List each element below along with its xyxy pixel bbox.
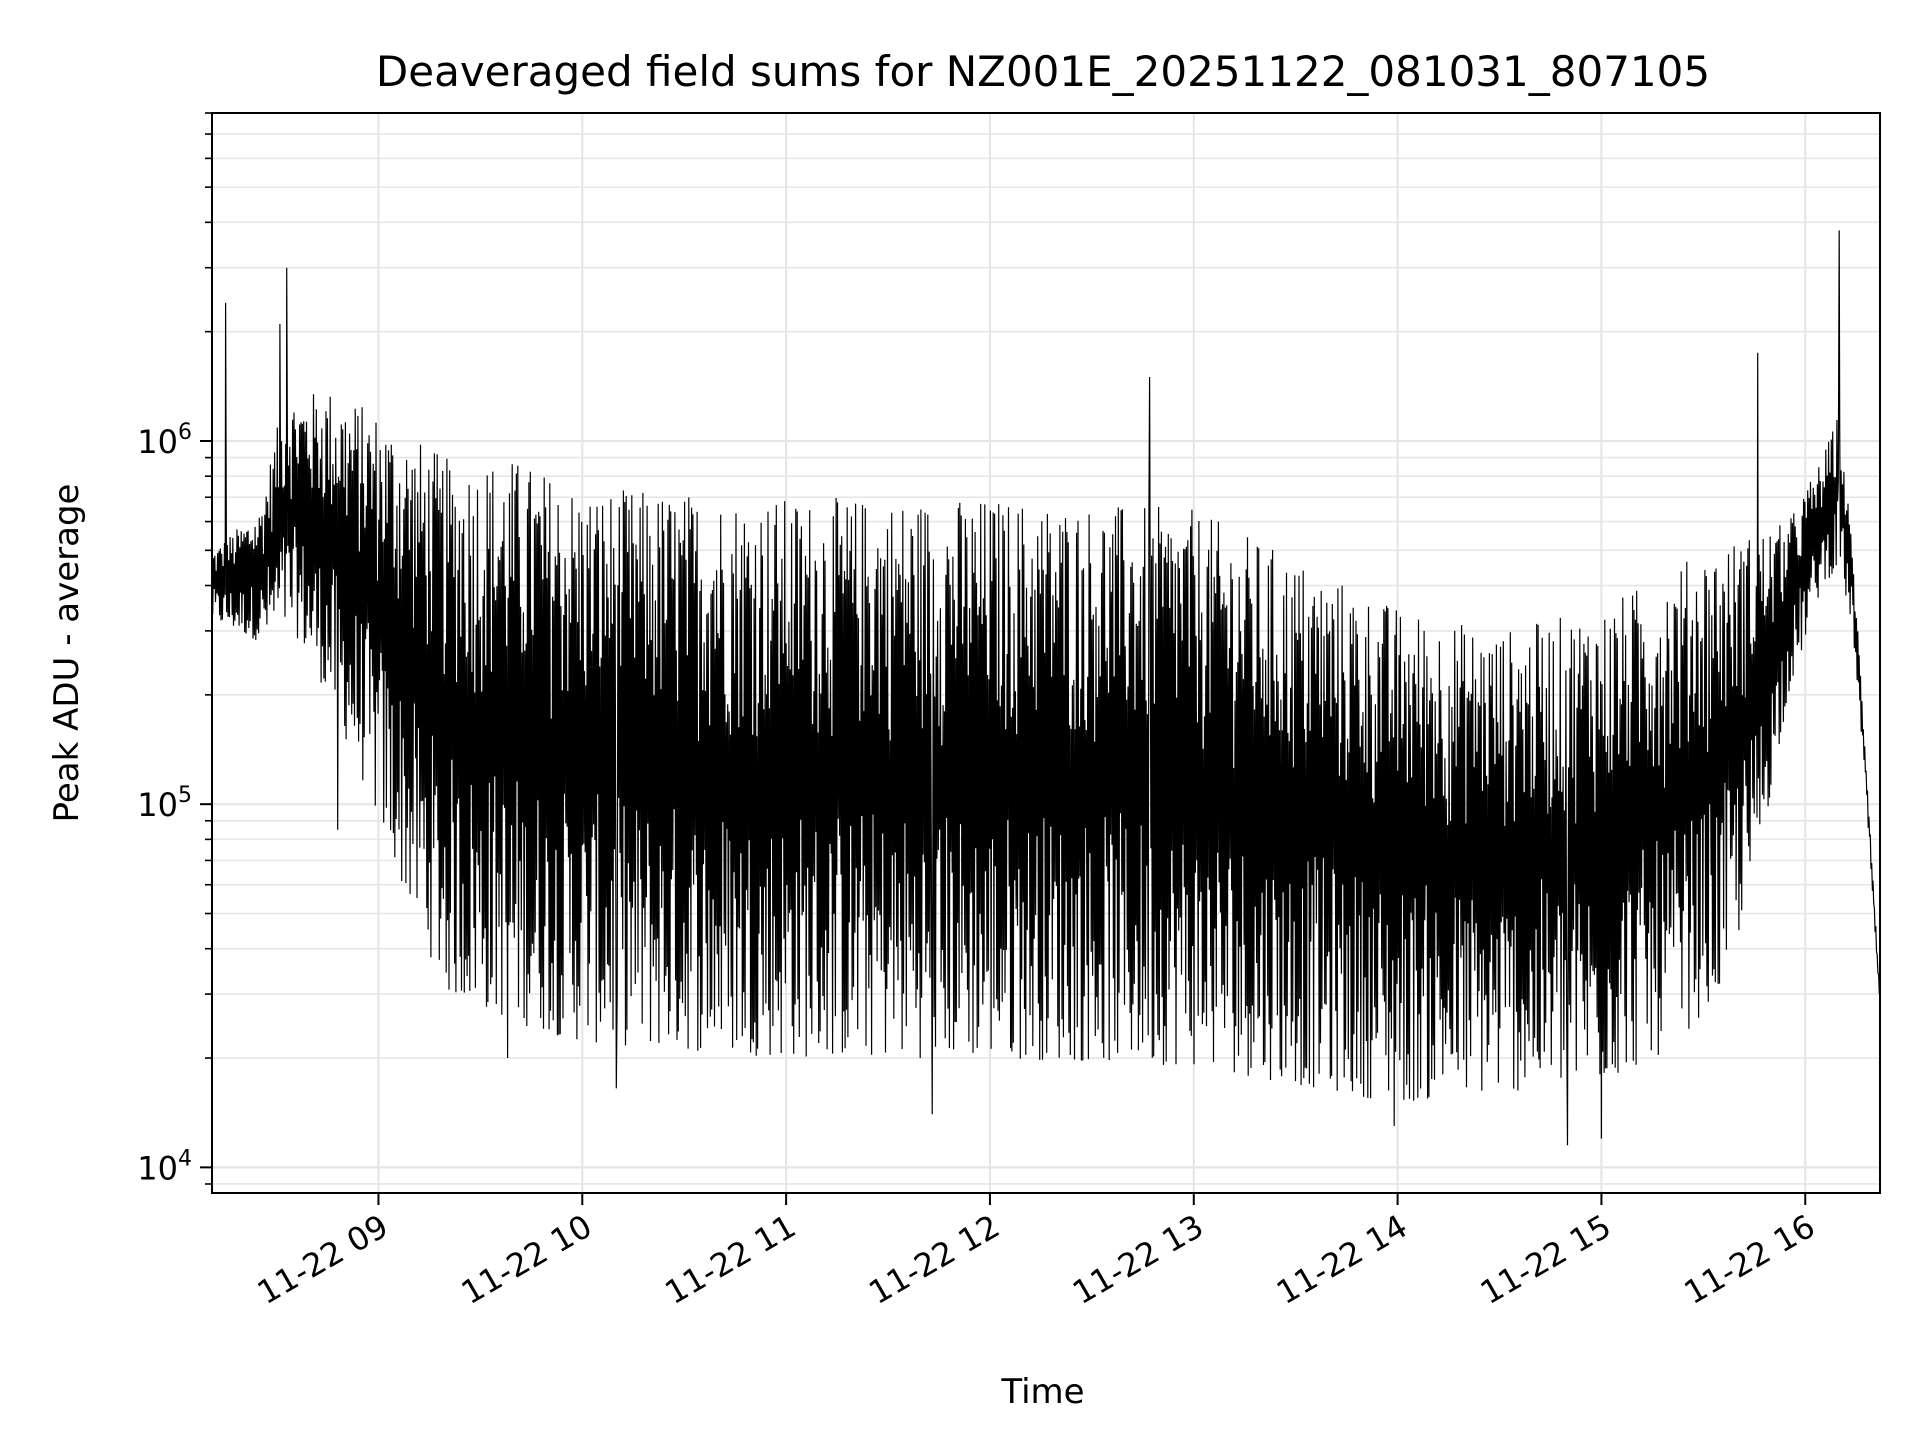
chart-title: Deaveraged field sums for NZ001E_2025112…	[376, 47, 1710, 96]
x-tick-label: 11-22 11	[659, 1207, 803, 1312]
plot-frame	[211, 112, 1881, 1194]
x-axis-label: Time	[1000, 1372, 1084, 1412]
y-axis: 104 105 106	[137, 112, 212, 1187]
x-tick-label: 11-22 16	[1678, 1207, 1822, 1312]
y-tick-label: 106	[137, 420, 192, 461]
y-axis-label: Peak ADU - average	[47, 484, 87, 823]
series-line	[212, 230, 1880, 1146]
y-tick-label: 105	[137, 783, 192, 824]
x-tick-label: 11-22 09	[251, 1207, 395, 1312]
x-tick-label: 11-22 13	[1066, 1207, 1210, 1312]
x-tick-label: 11-22 12	[862, 1207, 1006, 1312]
x-tick-label: 11-22 15	[1474, 1207, 1618, 1312]
series-layer	[212, 230, 1880, 1146]
x-tick-label: 11-22 14	[1270, 1207, 1414, 1312]
x-axis: 11-22 09 11-22 10 11-22 11 11-22 12 11-22 13…	[251, 1193, 1821, 1312]
x-tick-label: 11-22 10	[455, 1207, 599, 1312]
y-tick-label: 104	[137, 1146, 192, 1187]
